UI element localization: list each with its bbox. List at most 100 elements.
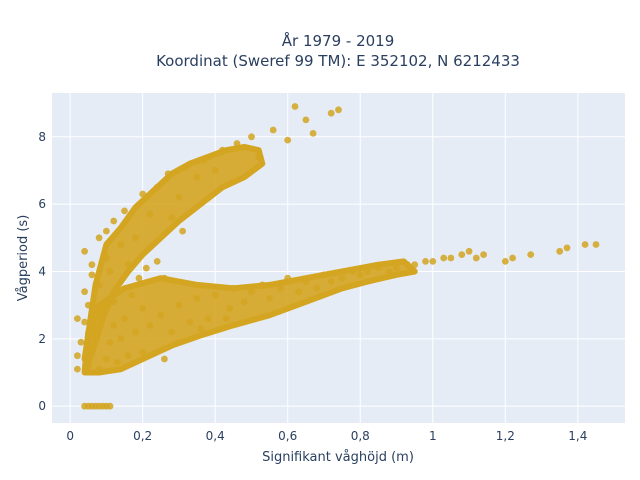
data-point <box>124 352 132 360</box>
data-point <box>92 328 99 336</box>
data-point <box>175 338 183 346</box>
data-point <box>327 278 335 285</box>
data-point <box>106 338 114 346</box>
data-point <box>349 268 357 275</box>
data-point <box>465 247 473 255</box>
data-point <box>277 284 284 292</box>
x-tick-label: 1,4 <box>568 429 587 443</box>
data-point <box>139 305 147 312</box>
data-point <box>197 325 205 333</box>
data-point <box>480 251 487 258</box>
data-point <box>110 298 118 306</box>
data-point <box>240 298 248 306</box>
x-tick-label: 0,8 <box>351 429 370 443</box>
data-point <box>175 194 183 201</box>
data-point <box>211 167 219 174</box>
data-point <box>161 355 168 363</box>
data-point <box>200 156 208 164</box>
data-point <box>106 402 114 410</box>
y-tick-label: 8 <box>38 130 46 144</box>
data-point <box>211 291 219 299</box>
chart-title-line-1: År 1979 - 2019 <box>282 31 395 50</box>
data-point <box>168 214 176 222</box>
data-point <box>84 362 92 370</box>
data-point <box>581 241 589 248</box>
x-tick-label: 1 <box>429 429 437 443</box>
data-point <box>556 247 564 255</box>
data-point <box>255 153 263 161</box>
data-point <box>364 268 371 275</box>
data-point <box>182 163 190 171</box>
data-point <box>248 133 255 141</box>
point-cloud <box>81 143 418 376</box>
data-point <box>88 261 96 269</box>
x-tick-label: 0 <box>66 429 74 443</box>
plot-area <box>52 93 625 423</box>
data-point <box>320 271 328 279</box>
data-point <box>103 227 110 235</box>
data-point <box>103 254 110 262</box>
data-point <box>291 103 299 110</box>
data-point <box>139 348 147 356</box>
x-tick-label: 0,6 <box>278 429 297 443</box>
data-point <box>219 146 226 154</box>
data-point <box>146 210 154 218</box>
data-point <box>509 254 516 262</box>
data-points <box>74 103 600 410</box>
data-point <box>429 258 437 265</box>
data-point <box>302 116 310 124</box>
data-point <box>179 227 187 235</box>
data-point <box>309 130 317 137</box>
data-point <box>132 328 139 336</box>
y-tick-label: 4 <box>38 264 46 278</box>
data-point <box>135 274 143 282</box>
data-point <box>161 274 168 282</box>
data-point <box>117 241 125 248</box>
x-axis-label: Signifikant våghöjd (m) <box>262 450 414 465</box>
chart-title-line-2: Koordinat (Sweref 99 TM): E 352102, N 62… <box>156 52 520 70</box>
y-tick-label: 2 <box>38 332 46 346</box>
x-tick-label: 1,2 <box>496 429 515 443</box>
data-point <box>327 109 335 117</box>
data-point <box>103 355 110 363</box>
data-point <box>142 264 150 272</box>
data-point <box>81 288 88 296</box>
data-point <box>284 136 292 144</box>
data-point <box>132 234 139 242</box>
data-point <box>99 308 107 316</box>
data-point <box>258 281 266 289</box>
data-point <box>447 254 455 262</box>
data-point <box>266 295 273 302</box>
x-tick-label: 0,2 <box>133 429 152 443</box>
data-point <box>204 315 212 322</box>
data-point <box>74 352 81 360</box>
data-point <box>124 261 132 269</box>
data-point <box>248 288 255 296</box>
data-point <box>472 254 480 262</box>
y-tick-label: 6 <box>38 197 46 211</box>
data-point <box>411 261 419 269</box>
data-point <box>74 315 81 322</box>
data-point <box>592 241 600 248</box>
data-point <box>229 284 237 292</box>
data-point <box>302 278 310 285</box>
data-point <box>440 254 448 262</box>
data-point <box>128 291 136 299</box>
data-point <box>233 140 241 147</box>
data-point <box>375 264 382 272</box>
tick-labels: 0 0,2 0,4 0,6 0,8 1 1,2 1,4 0 2 4 6 8 <box>38 130 587 443</box>
data-point <box>139 190 147 198</box>
data-point <box>164 170 172 178</box>
data-point <box>527 251 535 258</box>
data-point <box>110 217 118 225</box>
data-point <box>356 271 364 279</box>
data-point <box>295 288 302 296</box>
data-point <box>458 251 466 258</box>
data-point <box>74 365 81 373</box>
data-point <box>226 305 234 312</box>
data-point <box>313 284 321 292</box>
data-point <box>168 328 176 336</box>
data-point <box>121 207 128 215</box>
data-point <box>393 264 400 272</box>
